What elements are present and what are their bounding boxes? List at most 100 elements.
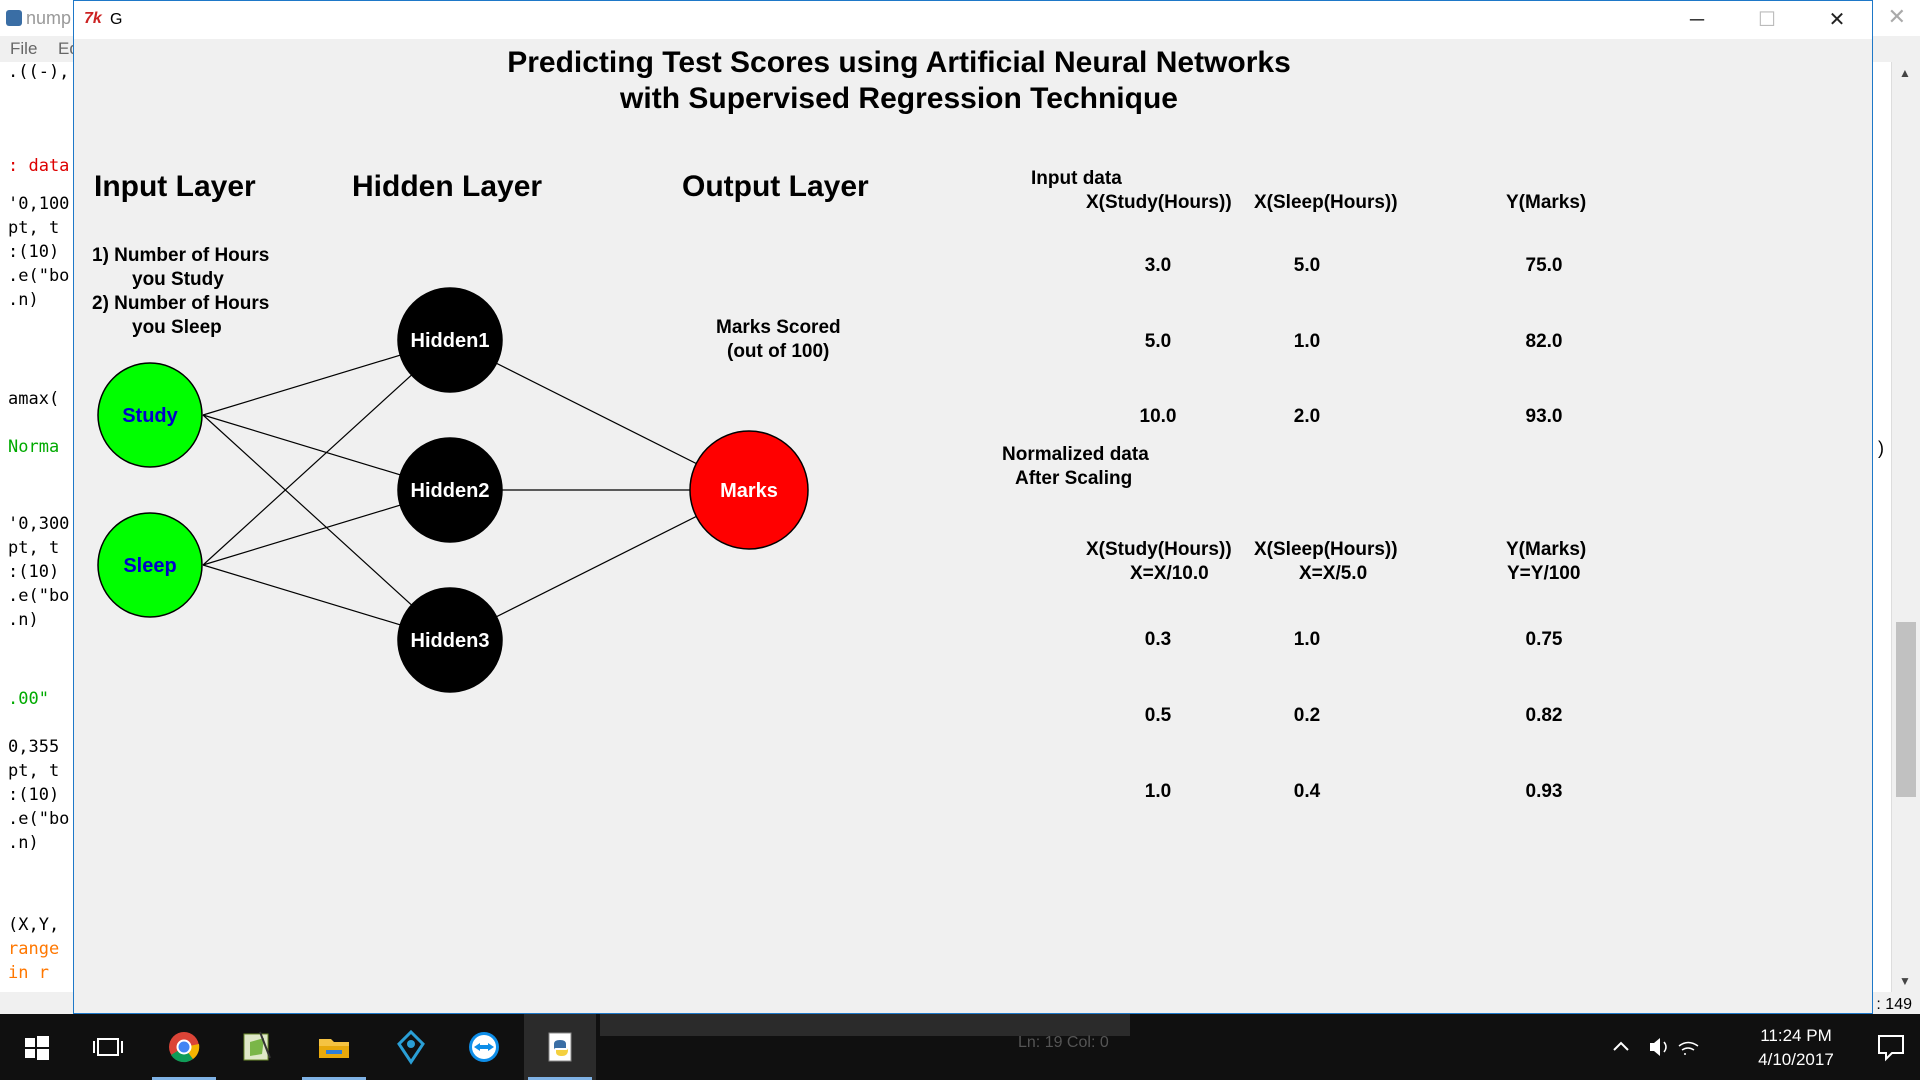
- norm-header-sleep-formula: X=X/5.0: [1299, 563, 1368, 584]
- tray-icons[interactable]: [1610, 1034, 1720, 1060]
- code-line: pt, t: [8, 218, 60, 238]
- taskbar-chrome[interactable]: [148, 1014, 220, 1080]
- norm-header-marks: Y(Marks): [1506, 539, 1587, 560]
- network-diagram: Study Sleep Hidden1 Hidden2 Hidden3 Mark…: [97, 287, 809, 693]
- normalized-data-cell: 0.2: [1293, 705, 1321, 726]
- norm-header-study: X(Study(Hours)): [1086, 539, 1232, 560]
- taskbar-python-idle[interactable]: [524, 1014, 596, 1080]
- input-header-marks: Y(Marks): [1506, 192, 1587, 213]
- node-study: [97, 362, 203, 468]
- norm-header-study-formula: X=X/10.0: [1130, 563, 1209, 584]
- wifi-icon: [1678, 1041, 1699, 1055]
- input-desc-3: 2) Number of Hours: [92, 293, 270, 314]
- normalized-data-cell: 1.0: [1144, 781, 1172, 802]
- node-sleep: [97, 512, 203, 618]
- page-title-line1: Predicting Test Scores using Artificial …: [507, 46, 1291, 79]
- input-desc-2: you Study: [132, 269, 224, 290]
- volume-icon: [1650, 1038, 1660, 1056]
- task-view-button[interactable]: [72, 1014, 144, 1080]
- clock-date: 4/10/2017: [1758, 1050, 1834, 1069]
- normalized-data-cell: 0.75: [1525, 629, 1563, 650]
- code-line: :(10): [8, 562, 60, 582]
- code-line: pt, t: [8, 538, 60, 558]
- input-data-cell: 93.0: [1525, 406, 1563, 427]
- start-button[interactable]: [0, 1014, 72, 1080]
- tk-window-title: G: [110, 11, 123, 28]
- input-data-cell: 75.0: [1525, 255, 1563, 276]
- maximize-button[interactable]: ☐: [1758, 9, 1776, 31]
- status-column: : 149: [1876, 996, 1912, 1013]
- input-data-cell: 5.0: [1144, 331, 1172, 352]
- sourcetree-icon: [397, 1029, 425, 1065]
- node-hidden3: [397, 587, 503, 693]
- background-window-title: nump: [6, 8, 71, 29]
- taskbar-clock[interactable]: 11:24 PM 4/10/2017: [1736, 1024, 1856, 1072]
- input-data-cell: 2.0: [1293, 406, 1321, 427]
- input-desc-4: you Sleep: [132, 317, 222, 338]
- normalized-data-cell: 1.0: [1293, 629, 1321, 650]
- input-data-cell: 1.0: [1293, 331, 1321, 352]
- code-line: .00": [8, 689, 49, 709]
- code-line: .n): [8, 610, 39, 630]
- normalized-label-1: Normalized data: [1002, 444, 1149, 465]
- node-hidden2: [397, 437, 503, 543]
- task-view-icon: [93, 1038, 123, 1056]
- output-layer-title: Output Layer: [682, 170, 869, 203]
- code-line: :(10): [8, 242, 60, 262]
- code-line: (X,Y,: [8, 915, 60, 935]
- scrollbar-thumb[interactable]: [1896, 622, 1916, 797]
- editor-line-col: Ln: 19 Col: 0: [1018, 1034, 1109, 1051]
- tk-titlebar[interactable]: 7k G ─ ☐ ✕: [74, 1, 1872, 39]
- scroll-down-icon[interactable]: ▼: [1899, 974, 1911, 988]
- input-data-cell: 3.0: [1144, 255, 1172, 276]
- notification-icon: [1878, 1035, 1904, 1062]
- node-sleep-label: Sleep: [123, 555, 176, 577]
- close-button[interactable]: ✕: [1828, 9, 1846, 31]
- code-line: '0,300: [8, 514, 70, 534]
- code-line: Norma: [8, 437, 60, 457]
- minimize-button[interactable]: ─: [1689, 9, 1705, 31]
- node-marks-label: Marks: [720, 480, 778, 502]
- action-center-button[interactable]: [1876, 1032, 1906, 1062]
- node-study-label: Study: [122, 405, 178, 427]
- system-tray: [1610, 1034, 1720, 1060]
- scroll-up-icon[interactable]: ▲: [1899, 66, 1911, 80]
- code-line: .n): [8, 290, 39, 310]
- normalized-label-2: After Scaling: [1015, 468, 1133, 489]
- chrome-icon: [169, 1032, 200, 1063]
- taskbar-notepad-plus[interactable]: [220, 1014, 292, 1080]
- node-marks: [689, 430, 809, 550]
- norm-header-sleep: X(Sleep(Hours)): [1254, 539, 1398, 560]
- page-title-line2: with Supervised Regression Technique: [620, 82, 1178, 115]
- code-line: amax(: [8, 389, 60, 409]
- code-line: 0,355: [8, 737, 60, 757]
- output-desc-2: (out of 100): [727, 341, 830, 362]
- clock-time: 11:24 PM: [1760, 1026, 1832, 1045]
- python-file-icon: [6, 10, 22, 26]
- taskbar-sourcetree[interactable]: [375, 1014, 447, 1080]
- output-desc-1: Marks Scored: [716, 317, 841, 338]
- neural-network-canvas: Predicting Test Scores using Artificial …: [74, 39, 1872, 1013]
- input-desc-1: 1) Number of Hours: [92, 245, 270, 266]
- code-line: in r: [8, 963, 49, 983]
- taskbar-teamviewer[interactable]: [448, 1014, 520, 1080]
- code-line: .((-),: [8, 62, 70, 82]
- start-icon: [25, 1036, 49, 1060]
- editor-scrollbar[interactable]: ▲ ▼: [1891, 62, 1920, 992]
- code-editor-area[interactable]: .((-),: data '0,100 pt, t:(10) .e("bo .n) ama…: [0, 62, 80, 1012]
- code-line: pt, t: [8, 761, 60, 781]
- background-close-icon[interactable]: ✕: [1887, 4, 1906, 29]
- hidden-layer-title: Hidden Layer: [352, 170, 543, 203]
- node-hidden2-label: Hidden2: [411, 480, 490, 502]
- code-line: range: [8, 939, 60, 959]
- taskbar-file-explorer[interactable]: [298, 1014, 370, 1080]
- code-line: '0,100: [8, 194, 70, 214]
- node-hidden1-label: Hidden1: [411, 330, 490, 352]
- menu-file[interactable]: File: [10, 39, 38, 58]
- tk-feather-icon: 7k: [84, 10, 102, 27]
- input-data-cell: 10.0: [1139, 406, 1177, 427]
- python-idle-icon: [548, 1032, 572, 1062]
- chevron-up-icon: [1613, 1041, 1629, 1051]
- tk-app-window: 7k G ─ ☐ ✕ Predicting Test Scores using …: [73, 0, 1873, 1014]
- normalized-data-cell: 0.4: [1293, 781, 1321, 802]
